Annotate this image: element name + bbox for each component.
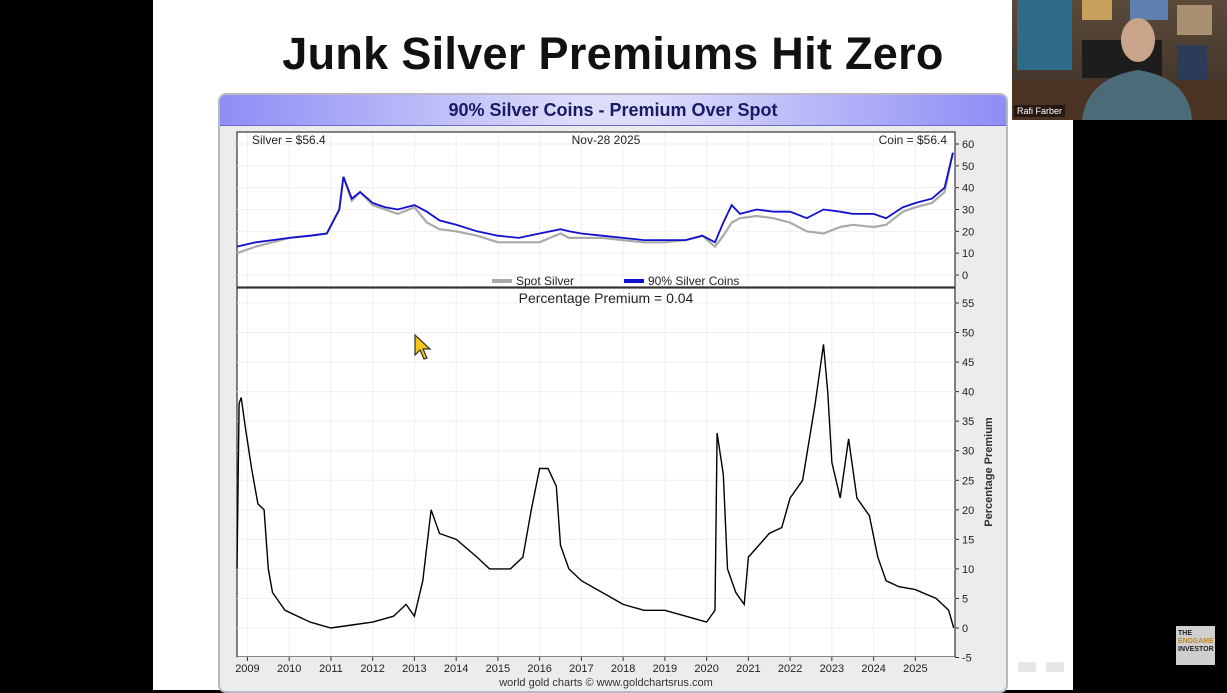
webcam-feed: Rafi Farber <box>1012 0 1227 120</box>
x-tick-label: 2017 <box>569 663 593 675</box>
y-tick-label: 15 <box>962 534 974 546</box>
x-tick-label: 2024 <box>861 663 885 675</box>
endgame-investor-logo: THE ENDGAME INVESTOR <box>1176 626 1215 665</box>
legend-label-spot: Spot Silver <box>516 274 574 288</box>
x-tick-label: 2009 <box>235 663 259 675</box>
chart-footer: world gold charts © www.goldchartsrus.co… <box>498 677 713 689</box>
x-tick-label: 2022 <box>778 663 802 675</box>
x-tick-label: 2010 <box>277 663 301 675</box>
y-tick-label: 0 <box>962 623 968 635</box>
chart-panel: 0 10 20 30 40 50 60 -5 0 5 10 15 20 25 30 35 40 45 50 55 200… <box>218 93 1008 693</box>
premium-line <box>236 344 955 629</box>
forward-icon[interactable] <box>1046 662 1064 672</box>
legend-label-coins: 90% Silver Coins <box>648 274 739 288</box>
premium-panel <box>236 287 956 658</box>
logo-text: INVESTOR <box>1178 646 1214 653</box>
logo-text: THE <box>1178 630 1192 637</box>
y-tick-label: 25 <box>962 475 974 487</box>
y-tick-label: 45 <box>962 357 974 369</box>
chart-canvas: 0102030405060-50510152025303540455055200… <box>235 131 995 689</box>
chart-title: 90% Silver Coins - Premium Over Spot <box>220 95 1006 126</box>
silver-coins-line <box>236 152 954 248</box>
participant-name: Rafi Farber <box>1014 105 1066 117</box>
y-tick-label: 60 <box>962 139 974 151</box>
y-tick-label: 40 <box>962 183 974 195</box>
x-tick-label: 2013 <box>402 663 426 675</box>
y-tick-label: 0 <box>962 270 968 282</box>
logo-text: ENDGAME <box>1178 638 1214 645</box>
x-tick-label: 2012 <box>360 663 384 675</box>
y-tick-label: 50 <box>962 161 974 173</box>
x-tick-label: 2021 <box>736 663 760 675</box>
y-tick-label: 20 <box>962 505 974 517</box>
x-tick-label: 2016 <box>527 663 551 675</box>
y-axis-label: Percentage Premium <box>983 417 995 527</box>
date-label: Nov-28 2025 <box>572 133 641 147</box>
y-tick-label: 10 <box>962 564 974 576</box>
x-tick-label: 2018 <box>611 663 635 675</box>
x-tick-label: 2023 <box>820 663 844 675</box>
y-tick-label: 30 <box>962 446 974 458</box>
y-tick-label: 20 <box>962 226 974 238</box>
x-tick-label: 2011 <box>319 663 343 675</box>
x-tick-label: 2014 <box>444 663 468 675</box>
x-tick-label: 2019 <box>653 663 677 675</box>
x-tick-label: 2025 <box>903 663 927 675</box>
presenter-video <box>1012 0 1227 120</box>
y-tick-label: 50 <box>962 328 974 340</box>
y-tick-label: 40 <box>962 387 974 399</box>
y-tick-label: -5 <box>962 653 972 665</box>
silver-price-label: Silver = $56.4 <box>252 133 326 147</box>
mouse-cursor-icon <box>414 333 432 360</box>
premium-title: Percentage Premium = 0.04 <box>519 290 694 306</box>
x-tick-label: 2015 <box>486 663 510 675</box>
slide-title: Junk Silver Premiums Hit Zero <box>282 28 944 79</box>
y-tick-label: 30 <box>962 205 974 217</box>
menu-icon[interactable] <box>1018 662 1036 672</box>
y-tick-label: 10 <box>962 248 974 260</box>
x-tick-label: 2020 <box>694 663 718 675</box>
y-tick-label: 35 <box>962 416 974 428</box>
coin-price-label: Coin = $56.4 <box>879 133 948 147</box>
y-tick-label: 55 <box>962 298 974 310</box>
y-tick-label: 5 <box>962 593 968 605</box>
